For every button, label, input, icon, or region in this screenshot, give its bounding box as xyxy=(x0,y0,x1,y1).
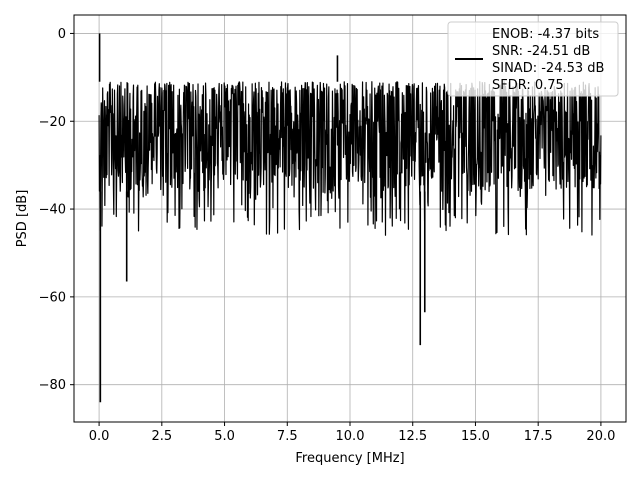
legend-line-sinad: SINAD: -24.53 dB xyxy=(492,61,604,76)
x-axis-label: Frequency [MHz] xyxy=(295,451,404,466)
x-tick-label: 20.0 xyxy=(586,429,615,444)
legend-box xyxy=(447,21,619,97)
x-tick-label: 7.5 xyxy=(277,429,298,444)
x-tick-label: 12.5 xyxy=(398,429,427,444)
legend-line-enob: ENOB: -4.37 bits xyxy=(492,27,599,42)
x-tick-label: 0.0 xyxy=(89,429,110,444)
legend-line-snr: SNR: -24.51 dB xyxy=(492,44,590,59)
x-tick-label: 17.5 xyxy=(524,429,553,444)
y-axis-ticks: 0 −20 −40 −60 −80 xyxy=(39,27,74,393)
y-tick-label: −40 xyxy=(39,203,66,218)
legend: ENOB: -4.37 bits SNR: -24.51 dB SINAD: -… xyxy=(447,21,619,97)
x-tick-label: 10.0 xyxy=(336,429,365,444)
x-tick-label: 5.0 xyxy=(214,429,235,444)
y-tick-label: −80 xyxy=(39,378,66,393)
x-tick-label: 15.0 xyxy=(461,429,490,444)
x-tick-label: 2.5 xyxy=(151,429,172,444)
legend-line-sfdr: SFDR: 0.75 xyxy=(492,78,564,93)
y-tick-label: 0 xyxy=(58,27,66,42)
x-axis-ticks: 0.0 2.5 5.0 7.5 10.0 12.5 15.0 17.5 20.0 xyxy=(89,422,615,444)
y-tick-label: −60 xyxy=(39,290,66,305)
y-tick-label: −20 xyxy=(39,115,66,130)
y-axis-label: PSD [dB] xyxy=(15,190,30,248)
